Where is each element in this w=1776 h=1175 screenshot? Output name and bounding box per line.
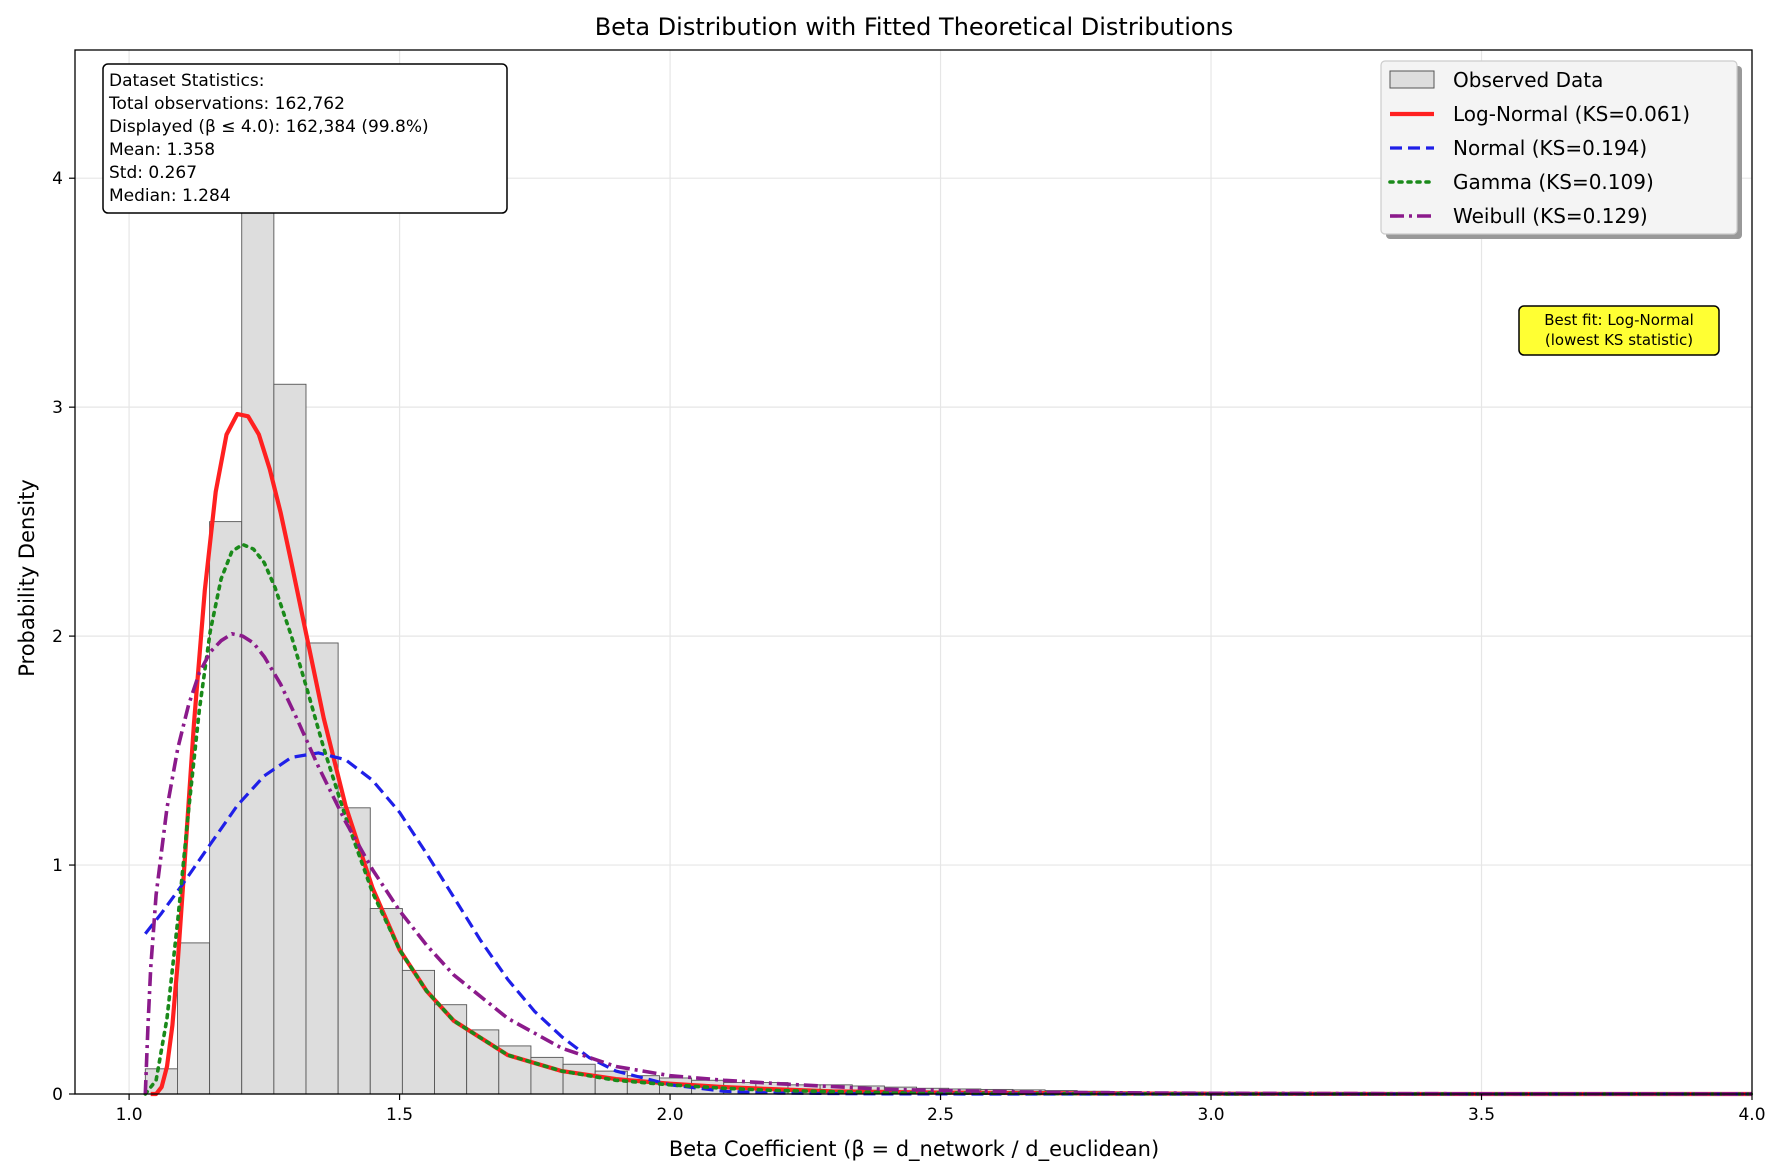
stats-box-frame — [102, 63, 508, 214]
x-tick-label: 1.5 — [386, 1105, 413, 1125]
histogram-bar — [273, 383, 307, 1095]
axes — [74, 49, 1753, 1095]
legend: Observed Data Log-Normal (KS=0.061) Norma… — [1380, 60, 1742, 239]
legend-frame — [1380, 60, 1738, 235]
y-tick-label: 3 — [52, 398, 63, 418]
x-axis-title: Beta Coefficient (β = d_network / d_eucl… — [669, 1137, 1159, 1162]
x-ticks: 1.0 1.5 2.0 2.5 3.0 3.5 4.0 — [116, 1094, 1766, 1125]
chart-title: Beta Distribution with Fitted Theoretica… — [595, 13, 1234, 41]
stats-line: Total observations: 162,762 — [108, 94, 345, 114]
best-fit-line: (lowest KS statistic) — [1545, 331, 1693, 349]
series-line — [143, 542, 1754, 1096]
y-ticks: 0 1 2 3 4 — [52, 169, 75, 1105]
plot-frame — [74, 49, 1753, 1095]
x-tick-label: 4.0 — [1738, 1105, 1765, 1125]
x-tick-label: 1.0 — [116, 1105, 143, 1125]
histogram-bar — [401, 969, 435, 1095]
x-tick-label: 2.5 — [927, 1105, 954, 1125]
stats-box: Dataset Statistics: Total observations: … — [102, 63, 508, 214]
x-tick-label: 3.5 — [1468, 1105, 1495, 1125]
legend-swatch-observed — [1389, 70, 1435, 89]
histogram-bar — [177, 942, 211, 1095]
y-axis-title: Probability Density — [15, 479, 39, 677]
legend-label: Log-Normal (KS=0.061) — [1453, 102, 1690, 126]
series-line — [143, 631, 1753, 1096]
histogram-bar — [594, 1070, 628, 1095]
stats-line: Mean: 1.358 — [109, 140, 215, 160]
y-tick-label: 1 — [52, 856, 63, 876]
x-tick-label: 3.0 — [1198, 1105, 1225, 1125]
stats-line: Dataset Statistics: — [109, 71, 264, 91]
legend-line-entries: Log-Normal (KS=0.061) Normal (KS=0.194) Ga… — [1388, 102, 1690, 228]
stats-line: Displayed (β ≤ 4.0): 162,384 (99.8%) — [109, 117, 429, 137]
y-tick-label: 4 — [52, 169, 63, 189]
y-tick-label: 0 — [52, 1085, 63, 1105]
histogram-bar — [562, 1063, 596, 1095]
best-fit-box: Best fit: Log-Normal (lowest KS statisti… — [1518, 305, 1720, 356]
histogram-bars — [144, 184, 1753, 1095]
best-fit-line: Best fit: Log-Normal — [1544, 311, 1694, 329]
legend-label: Normal (KS=0.194) — [1453, 136, 1647, 160]
legend-label: Gamma (KS=0.109) — [1453, 170, 1654, 194]
best-fit-box-frame — [1518, 305, 1720, 356]
histogram-bar — [337, 807, 371, 1095]
legend-label: Observed Data — [1453, 68, 1603, 92]
stats-line: Median: 1.284 — [109, 186, 231, 206]
histogram-bar — [369, 908, 403, 1095]
stats-line: Std: 0.267 — [109, 163, 197, 183]
y-tick-label: 2 — [52, 627, 63, 647]
legend-label: Weibull (KS=0.129) — [1453, 204, 1648, 228]
x-tick-label: 2.0 — [657, 1105, 684, 1125]
